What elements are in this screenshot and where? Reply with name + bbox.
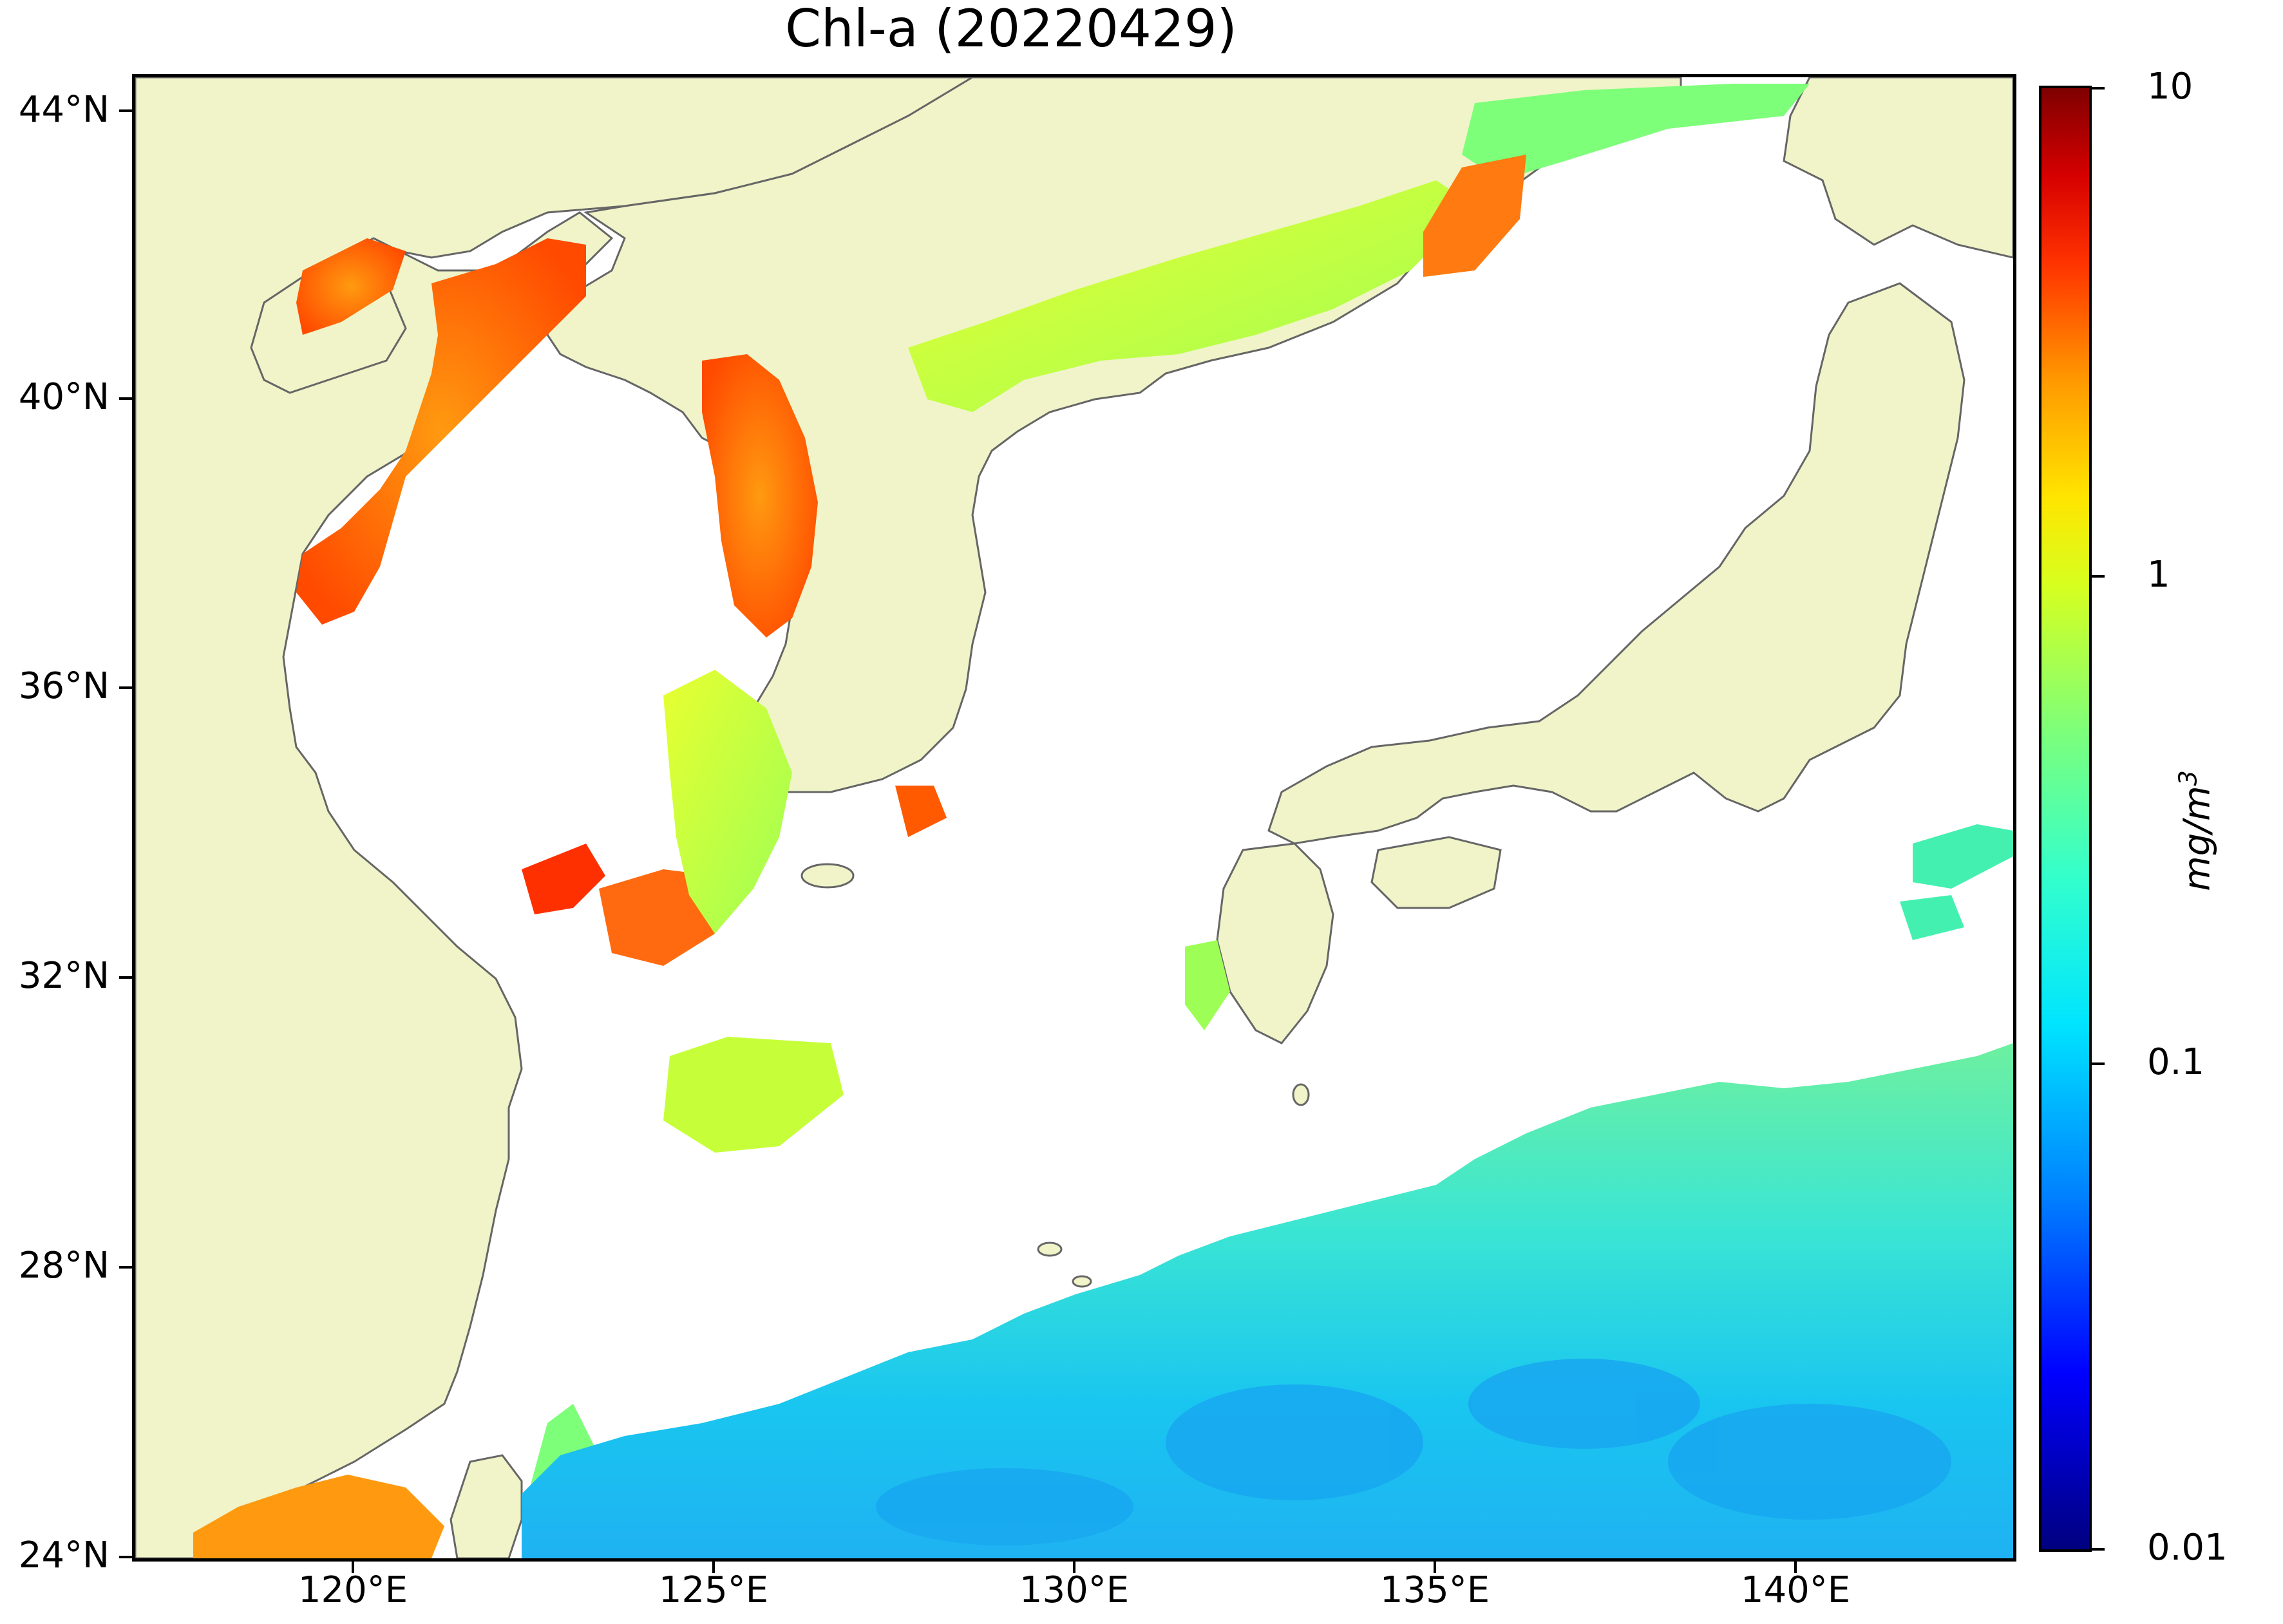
honshu (1267, 282, 1966, 845)
lon-label-135e: 135°E (1379, 1569, 1490, 1611)
colorbar-tick (2092, 87, 2105, 90)
lon-label-120e: 120°E (298, 1569, 408, 1611)
lon-label-140e: 140°E (1740, 1569, 1851, 1611)
colorbar-tick (2092, 1548, 2105, 1551)
chl-high-yellow-sea (296, 238, 947, 966)
colorbar-tick (2092, 575, 2105, 578)
lat-label-32n: 32°N (18, 955, 109, 997)
chl-high-taiwan-strait (193, 1475, 444, 1558)
lat-tick (119, 109, 132, 112)
taiwan-island (450, 1454, 523, 1558)
lon-label-125e: 125°E (658, 1569, 769, 1611)
kyushu (1216, 842, 1334, 1044)
colorbar-label-0-01: 0.01 (2147, 1527, 2228, 1569)
lon-tick (1434, 1562, 1436, 1573)
lat-tick (119, 976, 132, 979)
colorbar-unit-superscript: 3 (2174, 770, 2202, 786)
chl-mid-coastal (528, 84, 2013, 1533)
map-title: Chl-a (20220429) (785, 0, 1237, 59)
lon-label-130e: 130°E (1019, 1569, 1130, 1611)
colorbar (2039, 86, 2092, 1552)
lat-label-24n: 24°N (18, 1534, 109, 1576)
colorbar-label-0-1: 0.1 (2147, 1041, 2205, 1083)
lon-tick (712, 1562, 715, 1573)
lat-label-36n: 36°N (18, 665, 109, 707)
lat-label-40n: 40°N (18, 376, 109, 418)
lon-tick (352, 1562, 354, 1573)
colorbar-label-1: 1 (2147, 554, 2170, 596)
lon-tick (1794, 1562, 1797, 1573)
chl-very-low-patches (876, 1359, 1951, 1545)
lat-tick (119, 1556, 132, 1558)
colorbar-tick (2092, 1062, 2105, 1065)
chlorophyll-map (135, 77, 2013, 1558)
lon-tick (1073, 1562, 1075, 1573)
colorbar-unit-label: mg/m3 (2174, 770, 2219, 891)
hokkaido (1783, 77, 2013, 259)
lat-label-44n: 44°N (18, 89, 109, 131)
lat-label-28n: 28°N (18, 1245, 109, 1287)
map-frame[interactable] (132, 74, 2016, 1562)
shikoku (1370, 836, 1502, 909)
colorbar-label-10: 10 (2147, 66, 2193, 108)
colorbar-unit-text: mg/m (2176, 786, 2219, 891)
jeju-island (800, 863, 855, 889)
lat-tick (119, 397, 132, 400)
lat-tick (119, 686, 132, 689)
lat-tick (119, 1266, 132, 1269)
